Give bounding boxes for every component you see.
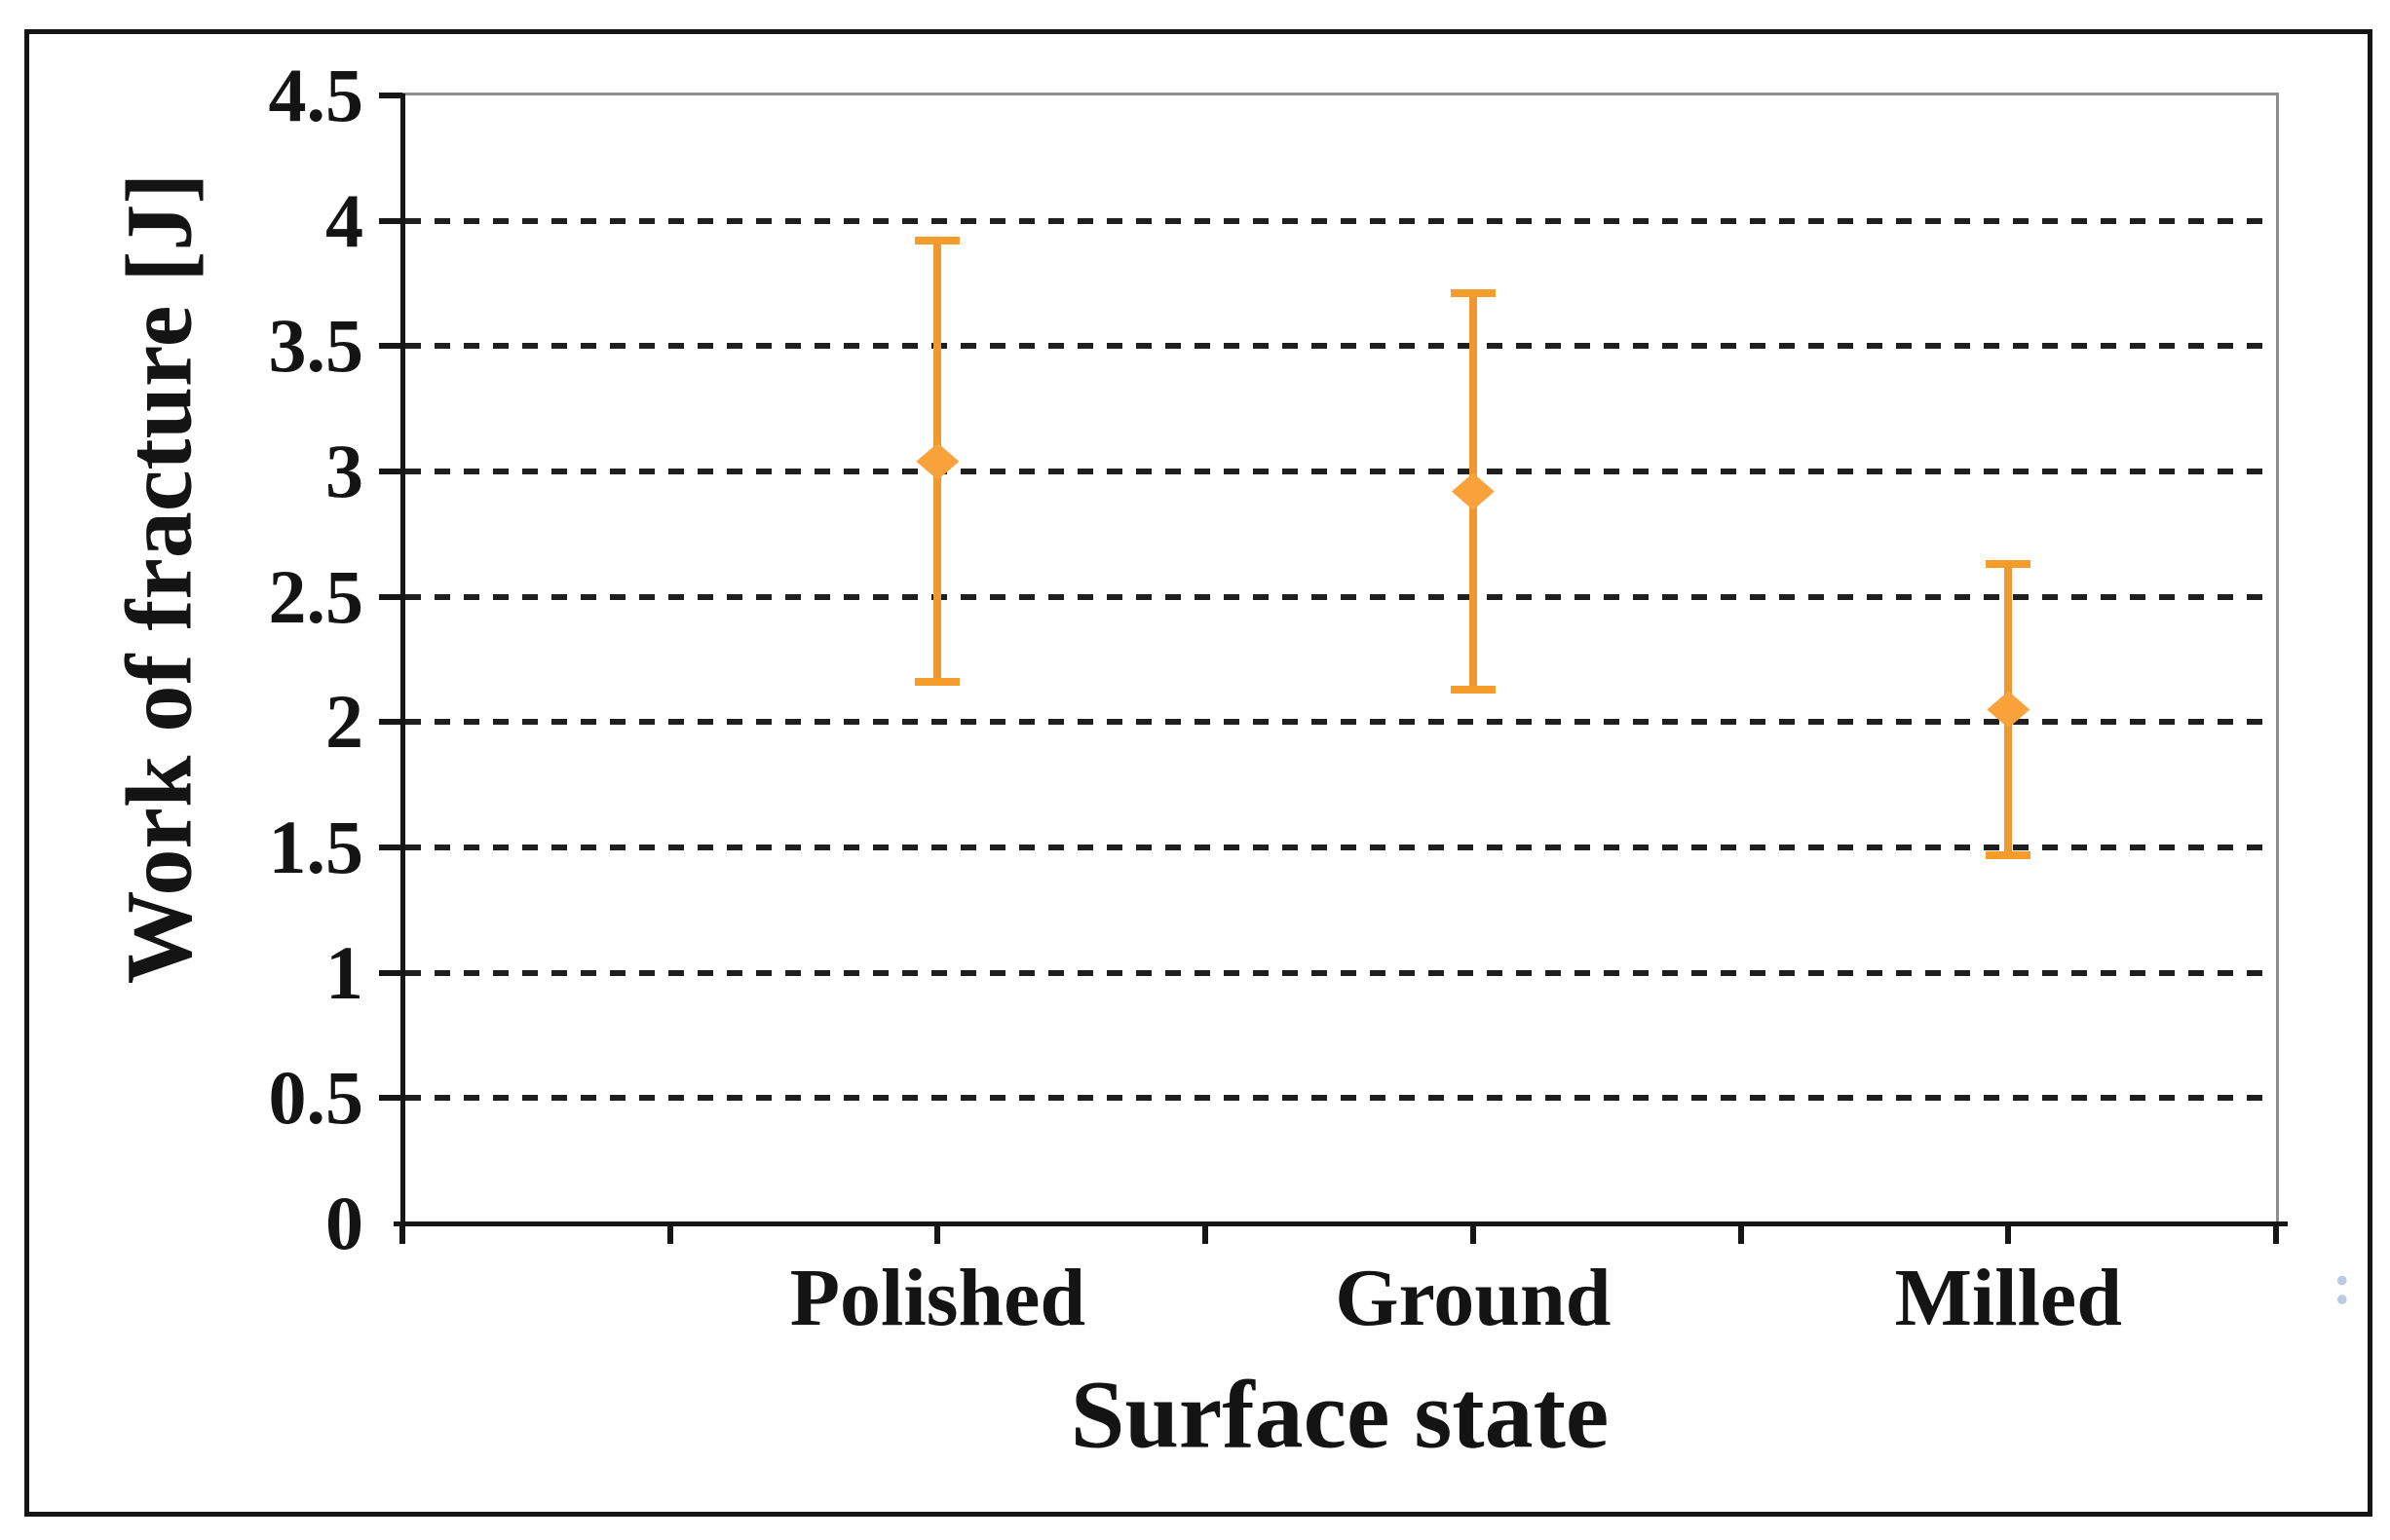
y-tick-label: 4 — [325, 177, 363, 263]
y-tick — [379, 969, 402, 976]
gridline — [405, 1095, 2276, 1102]
x-tick — [2005, 1226, 2012, 1244]
y-tick-label: 3.5 — [268, 303, 364, 389]
x-axis-line — [394, 1221, 2288, 1226]
y-tick — [379, 845, 402, 850]
gridline — [405, 593, 2276, 600]
y-axis-title: Work of fracture [J] — [106, 172, 211, 985]
y-tick — [379, 217, 402, 224]
y-tick — [379, 719, 402, 726]
y-tick — [379, 93, 402, 98]
error-bar-cap-top-milled — [1986, 560, 2031, 569]
error-bar-cap-bottom-milled — [1986, 850, 2031, 859]
x-tick — [1469, 1226, 1476, 1244]
x-tick — [2273, 1226, 2279, 1244]
error-bar-cap-top-polished — [915, 237, 961, 245]
y-tick-label: 3 — [325, 429, 363, 513]
y-tick-label: 2 — [325, 679, 363, 765]
y-tick-label: 0.5 — [268, 1055, 364, 1141]
y-tick — [379, 343, 402, 350]
gridline — [405, 217, 2276, 224]
y-tick-label: 2.5 — [268, 553, 364, 639]
x-tick — [666, 1226, 673, 1244]
error-bar-cap-bottom-polished — [915, 678, 961, 687]
gridline — [405, 469, 2276, 474]
error-bar-cap-top-ground — [1450, 289, 1496, 298]
gridline — [405, 719, 2276, 726]
x-category-label-ground: Ground — [1335, 1253, 1612, 1343]
x-axis-title: Surface state — [1070, 1360, 1610, 1469]
plot-area — [402, 93, 2279, 1226]
y-tick-label: 4.5 — [268, 53, 364, 137]
x-tick — [1202, 1226, 1209, 1244]
x-tick — [1737, 1226, 1744, 1244]
gridline — [405, 343, 2276, 350]
gridline — [405, 845, 2276, 850]
y-tick-label: 1 — [325, 929, 363, 1015]
y-tick — [379, 469, 402, 474]
gridline — [405, 969, 2276, 976]
x-tick — [399, 1226, 405, 1244]
stray-mark-artifact: : — [2333, 1255, 2352, 1313]
x-category-label-milled: Milled — [1894, 1253, 2122, 1343]
x-category-label-polished: Polished — [789, 1253, 1086, 1343]
error-bar-cap-bottom-ground — [1450, 685, 1496, 694]
y-tick-label: 1.5 — [268, 805, 364, 889]
x-tick — [934, 1226, 941, 1244]
y-axis-line — [400, 94, 405, 1235]
y-tick — [379, 593, 402, 600]
y-tick — [379, 1095, 402, 1102]
y-tick-label: 0 — [325, 1181, 363, 1265]
